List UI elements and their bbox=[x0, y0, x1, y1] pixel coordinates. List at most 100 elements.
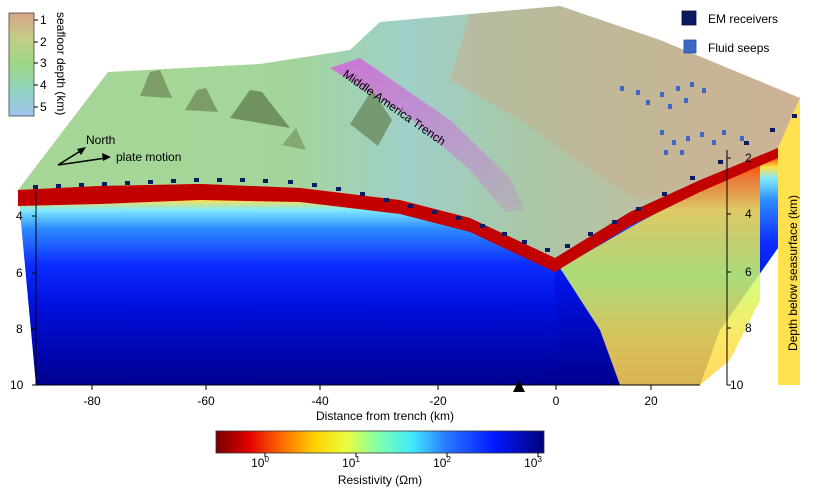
north-arrow bbox=[57, 149, 83, 166]
fluid-seep-legend-icon bbox=[683, 39, 697, 54]
em-receiver-marker bbox=[171, 179, 176, 183]
resistivity-colorbar: 100 101 102 103 Resistivity (Ωm) bbox=[215, 430, 545, 487]
fluid-seep-marker bbox=[660, 130, 664, 135]
left-depth-tick: 4 bbox=[16, 209, 23, 223]
distance-axis: -80 -60 -40 -20 0 20 Distance from trenc… bbox=[36, 380, 700, 423]
right-depth-tick: 6 bbox=[745, 265, 752, 279]
seamount bbox=[282, 128, 306, 150]
em-receiver-marker bbox=[312, 183, 317, 187]
resistivity-tick: 100 bbox=[251, 455, 269, 470]
em-receiver-marker bbox=[636, 207, 641, 211]
em-receiver-marker bbox=[612, 220, 617, 224]
continental-slope bbox=[450, 6, 800, 200]
distance-tick: 20 bbox=[644, 394, 658, 408]
distance-axis-title: Distance from trench (km) bbox=[316, 409, 454, 423]
resistivity-colorbar-title: Resistivity (Ωm) bbox=[338, 473, 422, 487]
distance-tick: -80 bbox=[83, 394, 101, 408]
em-receiver-marker bbox=[480, 224, 485, 228]
em-receiver-marker bbox=[33, 185, 38, 189]
em-receiver-marker bbox=[125, 181, 130, 185]
em-receiver-marker bbox=[770, 128, 775, 132]
em-receiver-marker bbox=[690, 176, 695, 180]
fluid-seep-marker bbox=[686, 136, 690, 141]
right-depth-tick: 10 bbox=[730, 378, 744, 392]
left-depth-tick: 6 bbox=[16, 266, 23, 280]
depth-colorbar: 1 2 3 4 5 seafloor depth (km) bbox=[8, 12, 68, 117]
right-depth-tick: 2 bbox=[745, 151, 752, 165]
em-receiver-marker bbox=[792, 114, 797, 118]
resistivity-section bbox=[18, 98, 800, 385]
fluid-seep-marker bbox=[702, 88, 706, 93]
depth-tick-label: 5 bbox=[40, 100, 47, 114]
fluid-seep-marker bbox=[660, 92, 664, 97]
em-receiver-marker bbox=[384, 198, 389, 202]
fluid-seep-marker bbox=[636, 90, 640, 95]
north-label: North bbox=[86, 133, 115, 147]
em-receiver-marker bbox=[360, 192, 365, 196]
right-axis-title: Depth below seasurface (km) bbox=[786, 195, 800, 351]
em-receiver-marker bbox=[240, 178, 245, 182]
seamount bbox=[185, 88, 218, 112]
seamount bbox=[230, 90, 290, 128]
em-receiver-marker bbox=[432, 210, 437, 214]
fluid-seep-legend-label: Fluid seeps bbox=[708, 41, 769, 55]
right-depth-tick: 4 bbox=[745, 207, 752, 221]
resistivity-tick: 103 bbox=[524, 455, 542, 470]
em-receiver-marker bbox=[102, 182, 107, 186]
em-receiver-marker bbox=[79, 183, 84, 187]
fluid-seep-marker bbox=[690, 82, 694, 87]
fluid-seep-marker bbox=[676, 86, 680, 91]
left-depth-tick: 10 bbox=[10, 378, 24, 392]
fluid-seep-marker bbox=[712, 140, 716, 145]
fluid-seep-marker bbox=[664, 150, 668, 155]
resistivity-tick: 102 bbox=[433, 455, 451, 470]
em-receiver-marker bbox=[522, 240, 527, 244]
section-front-face bbox=[18, 184, 555, 385]
plate-motion-arrow bbox=[57, 157, 107, 166]
em-receiver-marker bbox=[217, 178, 222, 182]
em-receiver-marker bbox=[718, 160, 723, 164]
north-arrow-head bbox=[77, 147, 86, 155]
em-receiver-marker bbox=[408, 204, 413, 208]
distance-tick: -20 bbox=[429, 394, 447, 408]
em-receiver-marker bbox=[148, 180, 153, 184]
resistivity-tick: 101 bbox=[342, 455, 360, 470]
em-receiver-marker bbox=[288, 180, 293, 184]
em-receiver-legend-icon bbox=[681, 10, 697, 26]
em-receiver-legend-label: EM receivers bbox=[708, 12, 778, 26]
legend: EM receivers Fluid seeps bbox=[681, 10, 778, 55]
depth-colorbar-ticks bbox=[34, 19, 38, 108]
em-receiver-marker bbox=[662, 192, 667, 196]
orientation-arrows: North plate motion bbox=[57, 133, 181, 166]
depth-colorbar-scale bbox=[8, 12, 35, 117]
fluid-seeps bbox=[620, 82, 744, 155]
depth-colorbar-title: seafloor depth (km) bbox=[54, 12, 68, 115]
em-receiver-marker bbox=[456, 216, 461, 220]
distance-tick: -40 bbox=[311, 394, 329, 408]
distance-tick: 0 bbox=[553, 394, 560, 408]
seamount bbox=[140, 70, 172, 98]
fluid-seep-marker bbox=[646, 100, 650, 105]
fluid-seep-marker bbox=[680, 150, 684, 155]
fluid-seep-marker bbox=[740, 136, 744, 141]
fluid-seep-marker bbox=[684, 98, 688, 103]
section-right-face bbox=[778, 98, 800, 385]
em-receivers-profile bbox=[33, 114, 797, 252]
em-receiver-marker bbox=[744, 141, 749, 145]
left-depth-axis: 4 6 8 10 bbox=[10, 190, 37, 392]
depth-tick-label: 2 bbox=[40, 35, 47, 49]
em-receiver-marker bbox=[545, 248, 550, 252]
fluid-seep-marker bbox=[672, 140, 676, 145]
plate-motion-arrow-head bbox=[102, 153, 111, 161]
depth-tick-label: 1 bbox=[40, 13, 47, 27]
em-receiver-marker bbox=[565, 244, 570, 248]
fluid-seep-marker bbox=[620, 86, 624, 91]
em-receiver-marker bbox=[194, 178, 199, 182]
seamount bbox=[350, 90, 392, 146]
fluid-seep-marker bbox=[668, 104, 672, 109]
em-receiver-marker bbox=[502, 232, 507, 236]
seafloor-surface bbox=[18, 6, 800, 258]
em-receiver-marker bbox=[336, 187, 341, 191]
trench-highlight bbox=[330, 58, 525, 212]
